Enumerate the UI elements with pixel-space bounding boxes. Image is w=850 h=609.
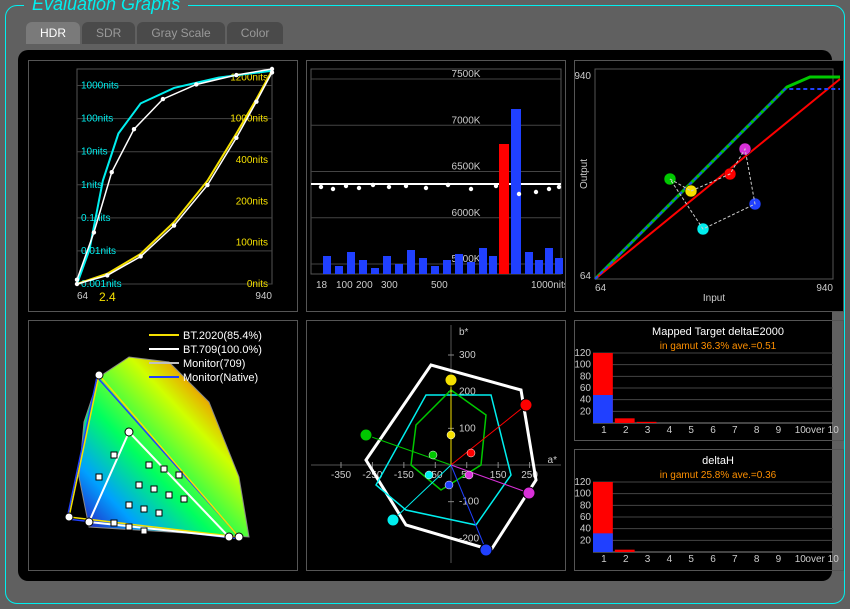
io-ylabel: Output: [579, 159, 590, 189]
svg-text:6500K: 6500K: [452, 162, 481, 173]
svg-text:80: 80: [580, 501, 592, 512]
de-sub: in gamut 36.3% ave.=0.51: [660, 341, 777, 352]
svg-text:over 10: over 10: [805, 554, 839, 565]
svg-text:20: 20: [580, 536, 592, 547]
tone-curve-svg: 0.001nits0.01nits0.1nits1nits10nits100ni…: [29, 61, 297, 307]
delta-h-chart: deltaH in gamut 25.8% ave.=0.36 1 2 3 4 5 6 7 8…: [574, 449, 844, 571]
svg-text:100: 100: [575, 359, 591, 370]
svg-text:2: 2: [623, 554, 629, 565]
svg-text:5: 5: [688, 554, 694, 565]
io-svg: Output Input 64 940 64 940: [575, 61, 843, 307]
svg-text:200: 200: [356, 280, 373, 291]
cie-chart: BT.2020(85.4%) BT.709(100.0%) Monitor(709)…: [28, 320, 298, 572]
de-title: Mapped Target deltaE2000: [652, 326, 784, 338]
svg-text:4: 4: [667, 554, 673, 565]
svg-text:5: 5: [688, 425, 694, 436]
svg-text:3: 3: [645, 554, 651, 565]
svg-text:9: 9: [776, 554, 782, 565]
svg-text:40: 40: [580, 524, 592, 535]
tabs: HDR SDR Gray Scale Color: [26, 22, 832, 44]
svg-text:80: 80: [580, 371, 592, 382]
dh-svg: deltaH in gamut 25.8% ave.=0.36 1 2 3 4 5 6 7 8…: [575, 450, 843, 569]
svg-text:6: 6: [710, 425, 716, 436]
svg-text:100nits: 100nits: [81, 114, 113, 125]
svg-text:9: 9: [776, 425, 782, 436]
svg-text:100: 100: [575, 489, 591, 500]
svg-text:7: 7: [732, 554, 738, 565]
svg-text:3: 3: [645, 425, 651, 436]
lab-ylabel: b*: [459, 327, 469, 338]
svg-text:120: 120: [575, 348, 591, 359]
tab-sdr[interactable]: SDR: [82, 22, 135, 44]
tc-gamma: 2.4: [99, 290, 116, 304]
svg-text:7: 7: [732, 425, 738, 436]
io-yt1: 940: [575, 71, 591, 82]
svg-text:-100: -100: [459, 496, 479, 507]
svg-text:BT.2020(85.4%): BT.2020(85.4%): [183, 330, 262, 342]
svg-text:6: 6: [710, 554, 716, 565]
io-xt0: 64: [595, 283, 607, 294]
panel: 0.001nits0.01nits0.1nits1nits10nits100ni…: [18, 50, 832, 581]
svg-text:200nits: 200nits: [236, 196, 268, 207]
svg-text:500: 500: [431, 280, 448, 291]
lab-xlabel: a*: [548, 455, 558, 466]
svg-text:200: 200: [459, 386, 476, 397]
de-svg: Mapped Target deltaE2000 in gamut 36.3% …: [575, 321, 843, 440]
svg-text:100: 100: [336, 280, 353, 291]
svg-text:60: 60: [580, 383, 592, 394]
svg-text:over 10: over 10: [805, 425, 839, 436]
svg-text:10nits: 10nits: [81, 147, 108, 158]
svg-text:1000nits: 1000nits: [531, 280, 565, 291]
svg-text:7000K: 7000K: [452, 115, 481, 126]
svg-text:20: 20: [580, 406, 592, 417]
svg-text:-150: -150: [394, 470, 414, 481]
tab-grayscale[interactable]: Gray Scale: [137, 22, 224, 44]
svg-text:0nits: 0nits: [247, 279, 268, 290]
svg-text:8: 8: [754, 425, 760, 436]
svg-text:100: 100: [459, 423, 476, 434]
svg-text:BT.709(100.0%): BT.709(100.0%): [183, 344, 262, 356]
svg-text:400nits: 400nits: [236, 155, 268, 166]
svg-text:300: 300: [381, 280, 398, 291]
tone-curve-chart: 0.001nits0.01nits0.1nits1nits10nits100ni…: [28, 60, 298, 312]
lab-svg: a* b* -350-250-150-5050150250 -300-200-1…: [307, 321, 565, 567]
evaluation-graphs-fieldset: Evaluation Graphs HDR SDR Gray Scale Col…: [5, 5, 845, 604]
svg-text:Monitor(Native): Monitor(Native): [183, 372, 258, 384]
svg-text:1nits: 1nits: [81, 180, 102, 191]
svg-text:300: 300: [459, 350, 476, 361]
fieldset-title: Evaluation Graphs: [24, 0, 188, 15]
svg-text:1: 1: [601, 425, 607, 436]
svg-text:8: 8: [754, 554, 760, 565]
svg-text:1: 1: [601, 554, 607, 565]
svg-text:Monitor(709): Monitor(709): [183, 358, 245, 370]
lab-chart: a* b* -350-250-150-5050150250 -300-200-1…: [306, 320, 566, 572]
svg-text:18: 18: [316, 280, 328, 291]
tab-hdr[interactable]: HDR: [26, 22, 80, 44]
svg-text:4: 4: [667, 425, 673, 436]
svg-text:100nits: 100nits: [236, 238, 268, 249]
delta-e-chart: Mapped Target deltaE2000 in gamut 36.3% …: [574, 320, 844, 442]
svg-text:60: 60: [580, 512, 592, 523]
svg-text:40: 40: [580, 394, 592, 405]
svg-text:120: 120: [575, 477, 591, 488]
io-xlabel: Input: [703, 293, 725, 304]
io-yt0: 64: [580, 271, 592, 282]
svg-text:-350: -350: [331, 470, 351, 481]
io-chart: Output Input 64 940 64 940: [574, 60, 844, 312]
tc-xtick-min: 64: [77, 291, 89, 302]
io-xt1: 940: [816, 283, 833, 294]
dh-sub: in gamut 25.8% ave.=0.36: [660, 470, 777, 481]
cct-chart: 5500K6000K6500K7000K7500K 18100200300500…: [306, 60, 566, 312]
cie-svg: BT.2020(85.4%) BT.709(100.0%) Monitor(709)…: [29, 321, 297, 567]
tc-xtick-max: 940: [255, 291, 272, 302]
dh-title: deltaH: [702, 455, 734, 467]
svg-text:6000K: 6000K: [452, 208, 481, 219]
tab-color[interactable]: Color: [227, 22, 284, 44]
svg-text:7500K: 7500K: [452, 69, 481, 80]
svg-text:2: 2: [623, 425, 629, 436]
delta-stack: Mapped Target deltaE2000 in gamut 36.3% …: [574, 320, 844, 572]
cct-svg: 5500K6000K6500K7000K7500K 18100200300500…: [307, 61, 565, 307]
svg-text:1000nits: 1000nits: [81, 81, 119, 92]
